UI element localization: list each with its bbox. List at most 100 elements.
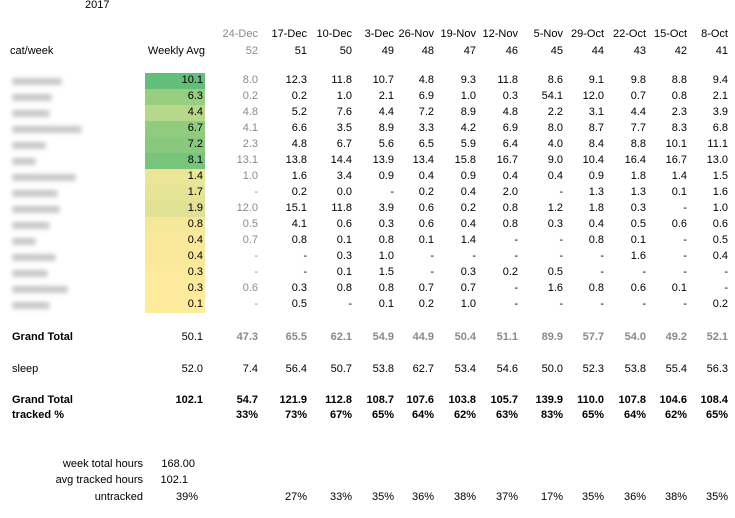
grand-total-cell: 49.2 <box>665 331 687 343</box>
category-label-blurred <box>12 206 60 213</box>
table-cell: 4.4 <box>630 106 646 118</box>
table-cell: 1.3 <box>630 186 646 198</box>
table-cell: 0.7 <box>460 282 476 294</box>
weekly-avg-value: 0.1 <box>187 298 203 310</box>
table-cell: 0.5 <box>547 266 563 278</box>
table-cell: 0.2 <box>418 298 434 310</box>
table-cell: - <box>303 250 307 262</box>
table-cell: 0.6 <box>418 218 434 230</box>
table-cell: 6.4 <box>502 138 518 150</box>
category-label-blurred <box>12 126 82 133</box>
weekly-avg-value: 4.4 <box>187 106 203 118</box>
table-cell: 1.3 <box>588 186 604 198</box>
table-cell: 0.8 <box>671 90 687 102</box>
grand-total-cell: 54.9 <box>372 331 394 343</box>
category-label-blurred <box>12 254 56 261</box>
table-cell: 0.8 <box>336 282 352 294</box>
weekly-avg-heat-cell <box>145 217 205 233</box>
table-cell: - <box>514 298 518 310</box>
weekly-avg-heat-cell <box>145 281 205 297</box>
table-cell: 9.3 <box>460 74 476 86</box>
table-cell: 8.0 <box>547 122 563 134</box>
table-cell: 0.4 <box>547 170 563 182</box>
table-cell: 2.3 <box>242 138 258 150</box>
category-label-blurred <box>12 270 48 277</box>
table-cell: 3.9 <box>712 106 728 118</box>
untracked-cell: 35% <box>581 491 604 503</box>
grand-total-cell: 52.1 <box>706 331 728 343</box>
table-cell: 10.7 <box>372 74 394 86</box>
weekly-avg-value: 0.4 <box>187 234 203 246</box>
table-cell: 8.7 <box>588 122 604 134</box>
table-cell: 7.7 <box>630 122 646 134</box>
date-header: 12-Nov <box>482 28 518 40</box>
table-cell: 0.7 <box>242 234 258 246</box>
weekly-avg-heat-cell <box>145 265 205 281</box>
date-header: 3-Dec <box>364 28 394 40</box>
table-cell: 0.7 <box>630 90 646 102</box>
sleep-cell: 53.8 <box>624 363 646 375</box>
table-cell: 0.2 <box>712 298 728 310</box>
grand-total-2-avg: 102.1 <box>175 394 203 406</box>
weekly-avg-heat-cell <box>145 153 205 169</box>
table-cell: 6.9 <box>502 122 518 134</box>
table-cell: 0.6 <box>418 202 434 214</box>
table-cell: 4.1 <box>242 122 258 134</box>
table-cell: 3.4 <box>336 170 352 182</box>
weekly-avg-value: 7.2 <box>187 138 203 150</box>
table-cell: 16.7 <box>496 154 518 166</box>
sleep-cell: 7.4 <box>242 363 258 375</box>
table-cell: 16.4 <box>624 154 646 166</box>
table-cell: 1.0 <box>336 90 352 102</box>
weekly-avg-value: 10.1 <box>181 74 203 86</box>
table-cell: 10.4 <box>582 154 604 166</box>
table-cell: - <box>724 282 728 294</box>
table-cell: - <box>683 266 687 278</box>
grand-total-2-cell: 108.7 <box>366 394 394 406</box>
week-number: 49 <box>381 45 394 57</box>
weekly-avg-heat-cell <box>145 233 205 249</box>
table-cell: 6.5 <box>418 138 434 150</box>
grand-total-cell: 50.4 <box>454 331 476 343</box>
table-cell: 0.1 <box>671 282 687 294</box>
table-cell: 0.4 <box>418 170 434 182</box>
weekly-avg-heat-cell <box>145 89 205 105</box>
avg-tracked-label: avg tracked hours <box>55 474 143 486</box>
category-label-blurred <box>12 158 36 165</box>
date-header: 22-Oct <box>612 28 646 40</box>
table-cell: 0.4 <box>460 218 476 230</box>
week-number: 42 <box>674 45 687 57</box>
table-cell: 1.8 <box>588 202 604 214</box>
table-cell: 13.0 <box>706 154 728 166</box>
table-cell: 4.4 <box>378 106 394 118</box>
table-cell: 12.0 <box>582 90 604 102</box>
table-cell: 0.3 <box>547 218 563 230</box>
table-cell: 1.6 <box>712 186 728 198</box>
untracked-label: untracked <box>94 491 143 503</box>
table-cell: 9.0 <box>547 154 563 166</box>
table-cell: - <box>642 266 646 278</box>
grand-total-2-cell: 107.8 <box>618 394 646 406</box>
table-cell: 0.5 <box>291 298 307 310</box>
untracked-cell: 37% <box>495 491 518 503</box>
table-cell: - <box>390 186 394 198</box>
weekly-avg-value: 0.8 <box>187 218 203 230</box>
table-cell: 0.6 <box>242 282 258 294</box>
grand-total-label: Grand Total <box>12 331 73 343</box>
table-cell: 1.6 <box>291 170 307 182</box>
tracked-pct-label: tracked % <box>12 409 64 421</box>
date-header: 15-Oct <box>653 28 687 40</box>
table-cell: 0.1 <box>336 234 352 246</box>
grand-total-2-cell: 103.8 <box>448 394 476 406</box>
table-cell: 7.6 <box>336 106 352 118</box>
table-cell: 0.1 <box>630 234 646 246</box>
table-cell: - <box>254 266 258 278</box>
table-cell: 8.0 <box>242 74 258 86</box>
table-cell: 0.1 <box>418 234 434 246</box>
grand-total-avg: 50.1 <box>181 331 203 343</box>
table-cell: 0.6 <box>712 218 728 230</box>
grand-total-cell: 65.5 <box>285 331 307 343</box>
sleep-avg: 52.0 <box>181 363 203 375</box>
category-label-blurred <box>12 110 50 117</box>
grand-total-2-cell: 105.7 <box>490 394 518 406</box>
